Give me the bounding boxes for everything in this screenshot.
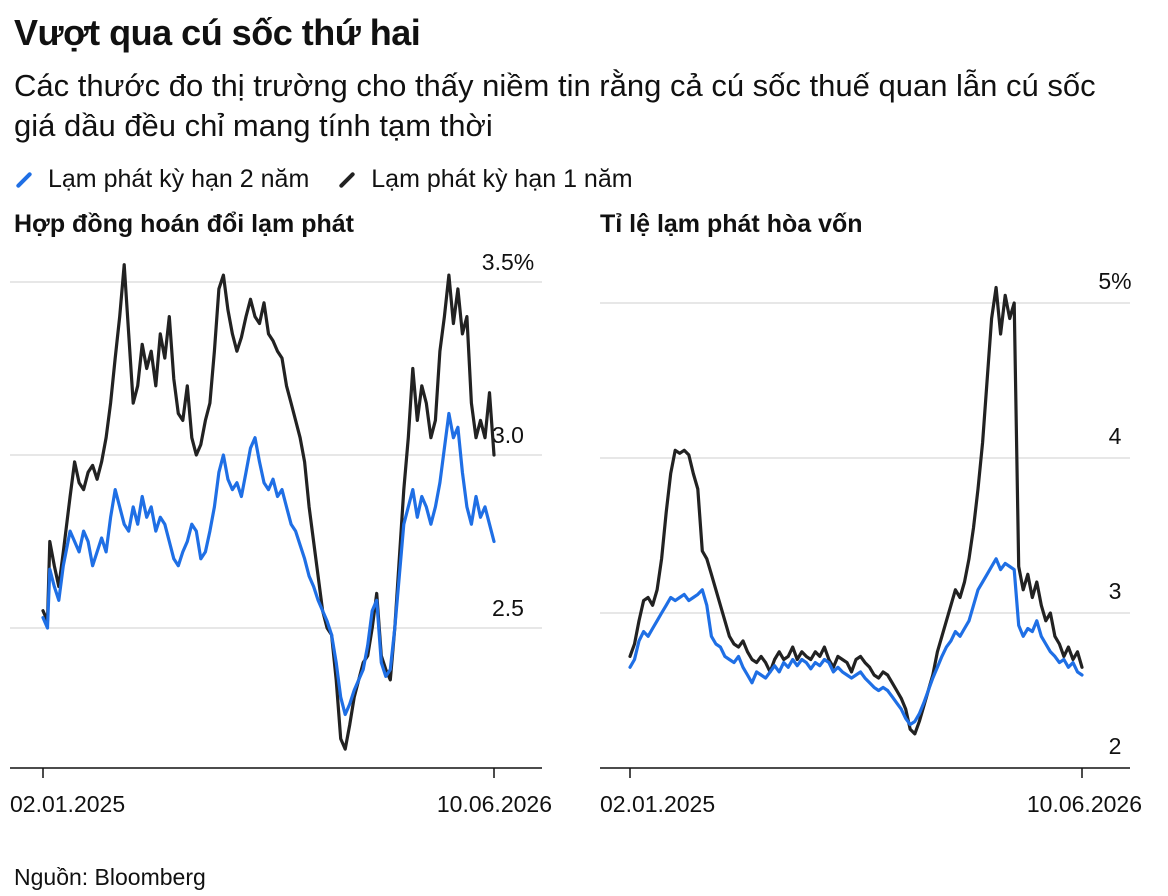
y-tick-label: 3 bbox=[1109, 578, 1122, 604]
y-tick-label: 4 bbox=[1109, 423, 1122, 449]
x-tick-label: 10.06.2026 bbox=[1027, 791, 1142, 817]
x-tick-label: 02.01.2025 bbox=[10, 791, 125, 817]
series-line-1y bbox=[628, 285, 1084, 736]
series-line-1y bbox=[41, 263, 496, 751]
series-line-2y bbox=[628, 557, 1084, 727]
source-note: Nguồn: Bloomberg bbox=[14, 864, 206, 890]
x-tick-label: 02.01.2025 bbox=[600, 791, 715, 817]
legend-item-1y: Lạm phát kỳ hạn 1 năm bbox=[337, 165, 633, 194]
y-tick-label: 2.5 bbox=[492, 595, 524, 621]
chart-title: Vượt qua cú sốc thứ hai bbox=[14, 12, 421, 53]
legend-label-1y: Lạm phát kỳ hạn 1 năm bbox=[371, 165, 633, 193]
y-tick-label: 3.0 bbox=[492, 422, 524, 448]
x-tick-label: 10.06.2026 bbox=[437, 791, 552, 817]
y-tick-label: 3.5% bbox=[482, 249, 534, 275]
left-panel-title: Hợp đồng hoán đổi lạm phát bbox=[14, 210, 354, 238]
chart-subtitle: Các thước đo thị trường cho thấy niềm ti… bbox=[14, 68, 1096, 143]
right-panel-title: Tỉ lệ lạm phát hòa vốn bbox=[600, 210, 863, 238]
y-tick-label: 2 bbox=[1109, 733, 1122, 759]
legend-label-2y: Lạm phát kỳ hạn 2 năm bbox=[48, 165, 310, 193]
legend: Lạm phát kỳ hạn 2 năm Lạm phát kỳ hạn 1 … bbox=[14, 165, 661, 194]
series-line-2y bbox=[41, 411, 496, 717]
legend-item-2y: Lạm phát kỳ hạn 2 năm bbox=[14, 165, 309, 194]
y-tick-label: 5% bbox=[1098, 268, 1131, 294]
